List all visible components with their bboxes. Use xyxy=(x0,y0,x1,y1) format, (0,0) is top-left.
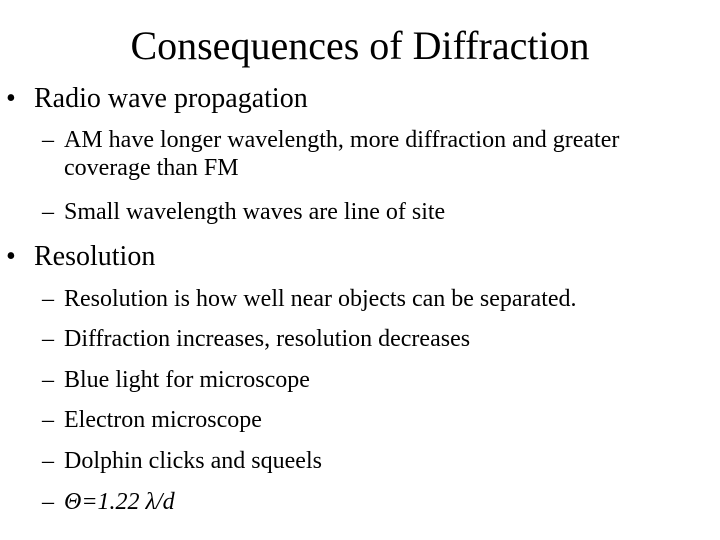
slide-title: Consequences of Diffraction xyxy=(130,23,590,68)
dash-marker: – xyxy=(42,489,54,515)
subitem-blue-light: – Blue light for microscope xyxy=(42,366,310,394)
subitem-text: AM have longer wavelength, more diffract… xyxy=(64,127,620,153)
dash-marker: – xyxy=(42,286,54,312)
subitem-dolphin-clicks: – Dolphin clicks and squeels xyxy=(42,447,322,475)
subitem-text: Resolution is how well near objects can … xyxy=(64,286,577,312)
dash-marker: – xyxy=(42,407,54,433)
bullet-marker: • xyxy=(6,241,16,272)
subitem-diffraction-resolution: – Diffraction increases, resolution decre… xyxy=(42,325,470,353)
resolution-formula: Θ=1.22 λ/d xyxy=(64,489,175,515)
subitem-text: Electron microscope xyxy=(64,407,262,433)
subitem-formula: – Θ=1.22 λ/d xyxy=(42,488,175,516)
bullet-resolution: • Resolution xyxy=(6,240,155,274)
bullet-label: Radio wave propagation xyxy=(34,83,308,114)
subitem-am-fm: – AM have longer wavelength, more diffrac… xyxy=(42,126,619,182)
dash-marker: – xyxy=(42,199,54,225)
subitem-text: Blue light for microscope xyxy=(64,367,310,393)
subitem-line-of-site: – Small wavelength waves are line of site xyxy=(42,198,445,226)
subitem-text-continuation: coverage than FM xyxy=(64,155,239,181)
dash-marker: – xyxy=(42,367,54,393)
subitem-resolution-definition: – Resolution is how well near objects can… xyxy=(42,285,577,313)
subitem-text: Diffraction increases, resolution decrea… xyxy=(64,326,471,352)
subitem-text: Small wavelength waves are line of site xyxy=(64,199,446,225)
subitem-text: Dolphin clicks and squeels xyxy=(64,448,322,474)
dash-marker: – xyxy=(42,326,54,352)
subitem-electron-microscope: – Electron microscope xyxy=(42,406,262,434)
bullet-radio-wave-propagation: • Radio wave propagation xyxy=(6,82,308,116)
bullet-marker: • xyxy=(6,83,16,114)
dash-marker: – xyxy=(42,127,54,153)
dash-marker: – xyxy=(42,448,54,474)
bullet-label: Resolution xyxy=(34,241,156,272)
